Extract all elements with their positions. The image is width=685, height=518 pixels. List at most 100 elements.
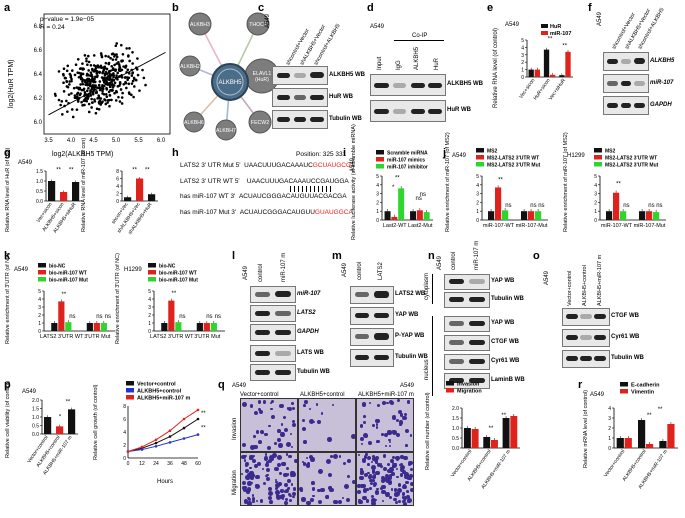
y-tick-label: 0.5 [452, 436, 459, 442]
series-point [196, 433, 200, 436]
cell-dot [409, 487, 413, 493]
bar [667, 424, 675, 448]
network-node [179, 55, 201, 77]
cell-dot [376, 487, 379, 491]
y-tick-label: 1 [594, 209, 597, 215]
significance-label: ns [179, 314, 185, 320]
scatter-point [79, 83, 82, 86]
bar [646, 211, 653, 220]
cell-dot [274, 478, 277, 481]
cell-dot [274, 466, 279, 472]
scatter-point [104, 98, 107, 102]
bar [416, 210, 423, 220]
panel-f-row-3: GAPDH [650, 102, 672, 108]
panel-p-xlabel-2: Hours [157, 479, 174, 485]
x-tick-label: Last2-WT [383, 223, 407, 229]
cell-dot [279, 404, 284, 409]
y-tick-label: 3 [521, 53, 524, 59]
scatter-point [111, 86, 115, 89]
significance-label: ns [96, 314, 102, 320]
network-node [215, 119, 237, 141]
panel-l-row-2: LATS2 [297, 310, 316, 316]
cell-dot [367, 463, 370, 466]
significance-label: ** [69, 168, 74, 174]
cell-dot [250, 444, 255, 450]
cell-dot [387, 480, 393, 485]
cell-dot [365, 488, 369, 492]
cell-dot [275, 482, 281, 488]
scatter-point [74, 63, 78, 66]
scatter-point [103, 72, 107, 76]
scatter-point [97, 107, 101, 111]
scatter-point [73, 96, 77, 100]
y-tick-label: 6.0 [34, 120, 43, 126]
cell-dot [244, 455, 247, 458]
cell-dot [369, 486, 373, 490]
cell-dot [301, 497, 306, 502]
cell-dot [265, 474, 268, 478]
cell-dot [328, 486, 332, 491]
panel-c-row-3: Tubulin WB [329, 116, 362, 122]
legend-label: bio-miR-107 Mut [49, 278, 88, 284]
cell-dot [269, 500, 273, 504]
panel-f-row-2: miR-107 [650, 80, 674, 86]
cell-dot [262, 400, 266, 404]
bar [620, 211, 627, 220]
bar [60, 192, 68, 201]
cell-dot [291, 491, 297, 497]
cell-dot [370, 460, 374, 464]
bar [58, 301, 65, 331]
scatter-point [106, 101, 109, 104]
cell-dot [386, 401, 390, 405]
scatter-point [100, 87, 104, 90]
cell-dot [387, 463, 391, 467]
scatter-point [131, 71, 135, 74]
cell-dot [375, 460, 379, 464]
cell-dot [397, 500, 401, 504]
scatter-point [70, 92, 73, 95]
cell-dot [381, 479, 384, 482]
scatter-point [108, 93, 112, 97]
cell-dot [385, 473, 390, 478]
micrograph-invasion-1 [240, 398, 298, 452]
network-node [248, 110, 272, 134]
scatter-point [85, 89, 89, 93]
y-tick-label: 2 [376, 200, 379, 206]
panel-n-lane-2: miR-107 m [474, 240, 480, 270]
panel-g-cell: A549 [18, 160, 33, 166]
panel-q-col-2: ALKBH5+control [300, 392, 345, 398]
scatter-point [83, 54, 87, 57]
cell-dot [393, 488, 398, 492]
panel-q-col-3: ALKBH5+miR-107 m [358, 392, 414, 398]
legend-label: bio-miR-107 WT [159, 271, 197, 277]
cell-dot [290, 482, 294, 486]
panel-o-row-2: Cyr61 WB [611, 334, 640, 340]
cell-dot [264, 453, 267, 456]
blot-d-alkbh5 [370, 74, 446, 96]
cell-dot [381, 484, 386, 490]
y-tick-label: 0 [148, 329, 151, 335]
scatter-point [95, 107, 99, 111]
cell-dot [359, 475, 364, 481]
scatter-point [90, 67, 94, 71]
scatter-point [94, 111, 98, 115]
scatter-point [83, 103, 86, 107]
cell-dot [396, 475, 399, 479]
scatter-point [57, 98, 61, 102]
blot-m-tubulin [350, 349, 394, 367]
cell-dot [393, 497, 397, 502]
y-tick-label: 3 [38, 305, 41, 311]
y-tick-label: 4 [521, 45, 524, 51]
scatter-point [111, 82, 114, 86]
panel-m-row-1: LATS2 WB [395, 291, 426, 297]
scatter-point [136, 57, 139, 60]
scatter-point [130, 82, 134, 85]
cell-dot [274, 487, 278, 491]
scatter-point [86, 97, 90, 100]
scatter-point [127, 82, 131, 86]
scatter-point [86, 94, 89, 98]
series-point [168, 441, 172, 444]
micrograph-invasion-2 [298, 398, 356, 452]
cell-dot [357, 498, 361, 502]
cell-dot [375, 418, 380, 424]
